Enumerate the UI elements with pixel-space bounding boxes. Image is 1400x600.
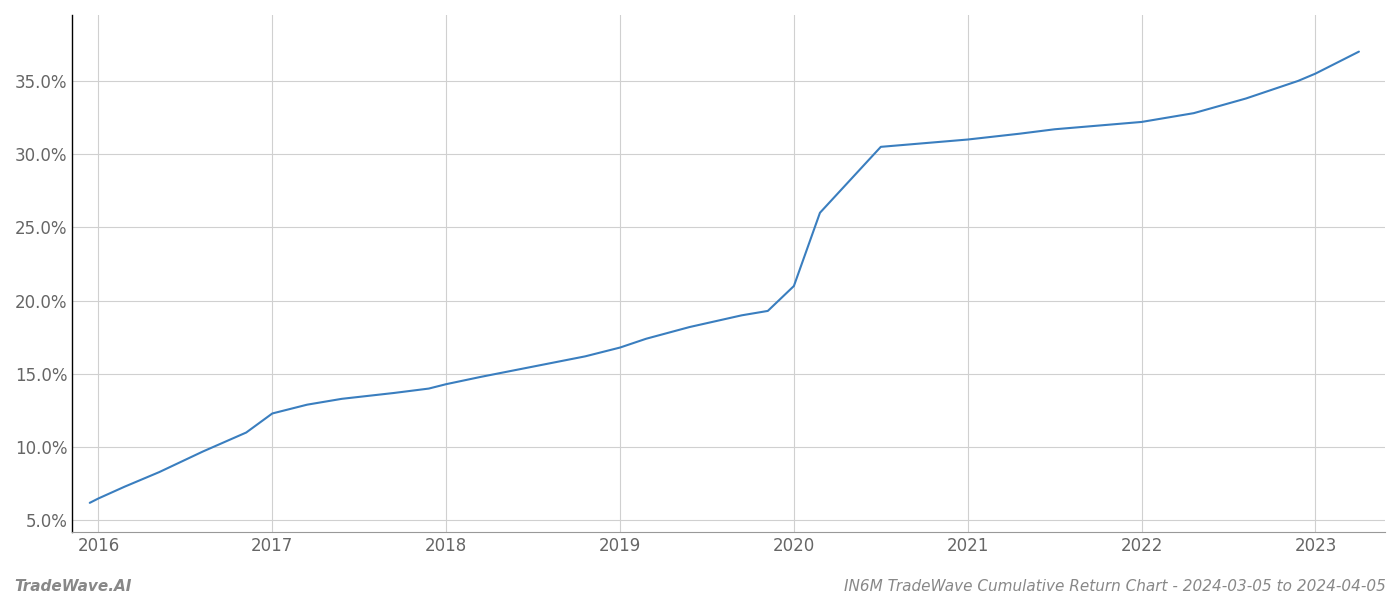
Text: TradeWave.AI: TradeWave.AI [14,579,132,594]
Text: IN6M TradeWave Cumulative Return Chart - 2024-03-05 to 2024-04-05: IN6M TradeWave Cumulative Return Chart -… [844,579,1386,594]
